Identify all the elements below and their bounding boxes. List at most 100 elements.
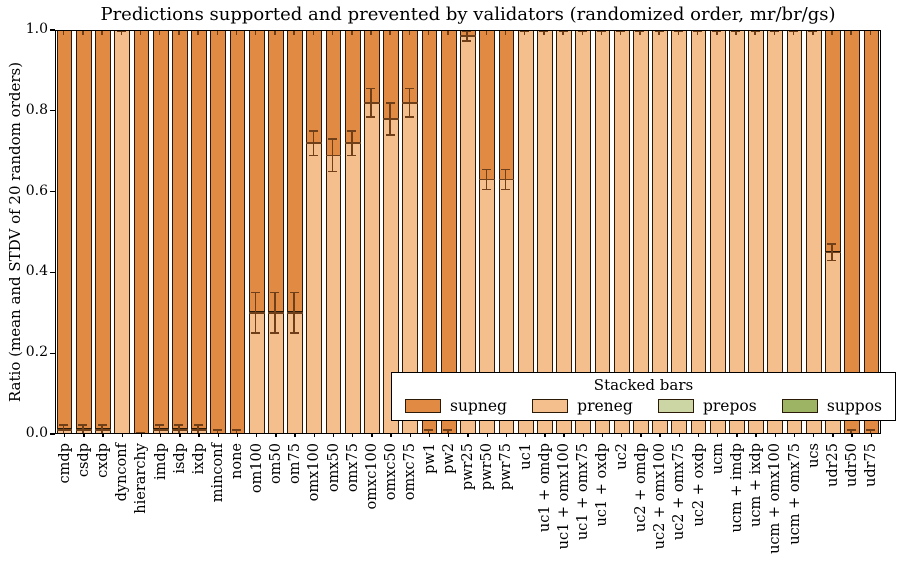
- y-tick: [50, 352, 55, 354]
- error-bar-part: [404, 87, 414, 90]
- error-bar-part: [197, 30, 199, 35]
- error-bar-part: [139, 30, 142, 35]
- x-tick-label-text: uc2: [613, 443, 630, 470]
- error-bar-part: [116, 30, 126, 33]
- bar-supneg-segment: [249, 31, 264, 313]
- error-bar-part: [808, 30, 818, 33]
- error-bar-part: [424, 429, 434, 431]
- error-bar-part: [328, 138, 338, 140]
- error-bar-part: [693, 30, 702, 33]
- error-bar: [844, 30, 860, 434]
- error-bar-part: [75, 429, 92, 431]
- bar-supneg-segment: [288, 31, 302, 313]
- error-bar-part: [331, 30, 334, 35]
- error-bar-part: [270, 332, 280, 334]
- error-bar: [306, 30, 323, 434]
- legend-swatch-supneg: [405, 399, 441, 413]
- x-tick-label-text: csdp: [75, 443, 92, 478]
- y-tick-label: 0.8: [25, 101, 48, 118]
- x-tick: [793, 434, 796, 437]
- error-bar-part: [600, 30, 603, 35]
- bar: [75, 30, 92, 434]
- x-tick-label-text: ucm + ixdp: [748, 443, 765, 527]
- error-bar-part: [308, 154, 318, 157]
- bar: [498, 30, 515, 434]
- bar: [229, 30, 246, 434]
- x-tick-label-text: uc2 + omx75: [671, 443, 688, 541]
- error-bar: [825, 30, 841, 434]
- error-bar-part: [155, 424, 165, 426]
- bar-supneg-segment: [441, 31, 456, 433]
- legend-entry: preneg: [532, 397, 633, 415]
- error-bar: [210, 30, 226, 434]
- x-tick: [448, 434, 450, 437]
- x-tick-label-text: cmdp: [56, 443, 73, 484]
- x-tick-label-text: ucm + omx75: [786, 443, 803, 545]
- x-tick: [371, 434, 373, 437]
- x-tick-label-text: omx100: [306, 443, 323, 502]
- error-bar: [479, 30, 496, 434]
- x-tick-label-text: uc2 + oxdp: [690, 443, 707, 527]
- x-tick-label-text: pwr75: [498, 443, 515, 491]
- error-bar-part: [673, 30, 683, 33]
- x-tick-label-text: hierarchy: [133, 443, 150, 514]
- error-bar-part: [520, 30, 530, 33]
- x-tick: [83, 434, 85, 437]
- error-bar-part: [270, 291, 280, 294]
- legend-title: Stacked bars: [593, 376, 694, 394]
- error-bar-part: [251, 291, 261, 294]
- x-tick-label-text: omx50: [325, 443, 342, 493]
- error-bar-part: [56, 429, 73, 431]
- error-bar-part: [596, 30, 606, 33]
- bar-supneg-segment: [845, 31, 860, 433]
- error-bar-part: [293, 30, 295, 35]
- error-bar-part: [712, 30, 722, 33]
- error-bar-part: [344, 142, 361, 144]
- error-bar-part: [389, 30, 391, 35]
- error-bar-part: [792, 30, 795, 35]
- error-bar-part: [504, 30, 507, 35]
- error-bar: [383, 30, 400, 434]
- error-bar-part: [347, 154, 357, 157]
- error-bar-part: [325, 154, 342, 157]
- error-bar-part: [385, 134, 395, 136]
- bar-supneg-segment: [153, 31, 168, 429]
- error-bar-part: [619, 30, 622, 35]
- bar: [479, 30, 496, 434]
- error-bar-part: [479, 178, 496, 181]
- legend-swatch-suppos: [781, 399, 818, 413]
- x-tick: [544, 434, 546, 437]
- error-bar-part: [193, 424, 203, 426]
- error-bar: [287, 30, 303, 434]
- x-tick: [486, 434, 488, 437]
- error-bar-part: [616, 30, 626, 33]
- error-bar-part: [287, 312, 303, 314]
- legend-swatch-prepos: [657, 399, 694, 413]
- error-bar-part: [485, 30, 487, 35]
- x-tick-label-text: omxc75: [402, 443, 419, 501]
- bar: [863, 30, 880, 434]
- x-tick: [121, 434, 123, 437]
- error-bar-part: [174, 424, 184, 426]
- error-bar-part: [731, 30, 741, 33]
- error-bar-part: [716, 30, 718, 35]
- x-tick-label-text: uc2 + omdp: [632, 443, 649, 533]
- bar-supneg-segment: [76, 31, 91, 429]
- x-tick: [601, 434, 604, 437]
- error-bar-part: [251, 332, 261, 334]
- x-tick-label: udr75: [863, 440, 907, 487]
- x-tick-label-text: uc2 + omx100: [652, 443, 669, 550]
- error-bar-part: [562, 30, 564, 35]
- x-tick-label-text: om50: [267, 443, 284, 484]
- bar-supneg-segment: [864, 31, 879, 433]
- error-bar-part: [827, 259, 837, 262]
- legend-entry: suppos: [781, 397, 882, 415]
- x-tick: [505, 434, 508, 437]
- error-bar-part: [635, 30, 645, 33]
- x-tick-label-text: pwr50: [479, 443, 496, 491]
- error-bar: [364, 30, 380, 434]
- x-tick: [352, 434, 354, 437]
- error-bar-part: [289, 291, 299, 294]
- x-tick: [620, 434, 623, 437]
- error-bar: [152, 30, 169, 434]
